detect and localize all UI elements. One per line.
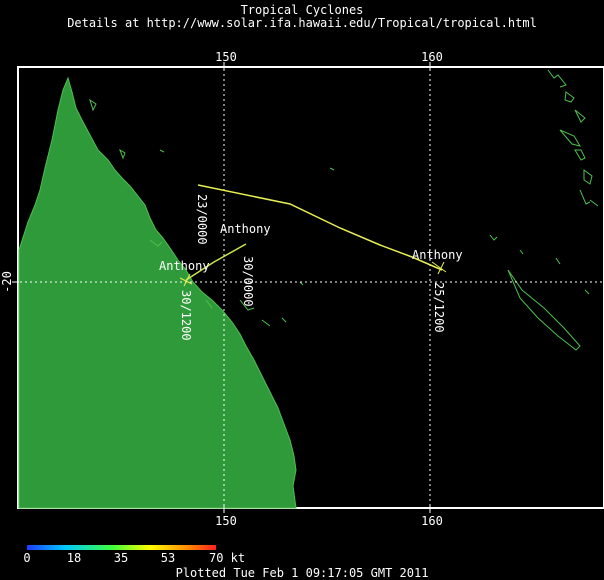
lon-label-bottom-160: 160	[421, 514, 443, 528]
map-subtitle: Details at http://www.solar.ifa.hawaii.e…	[67, 16, 537, 30]
storm-label-anthony-a: Anthony	[220, 222, 271, 236]
track-date-25-1200: 25/1200	[432, 282, 446, 333]
coastal-reefs	[89, 98, 335, 327]
colorbar-tick-53: 53	[161, 551, 175, 565]
cyclone-track-anthony-2	[185, 243, 247, 281]
lon-label-bottom-150: 150	[215, 514, 237, 528]
map-title: Tropical Cyclones	[240, 3, 364, 17]
colorbar-tick-70kt: 70 kt	[209, 551, 245, 565]
colorbar-tick-18: 18	[67, 551, 81, 565]
storm-label-anthony-b: Anthony	[159, 259, 210, 273]
lat-label-minus-20: -20	[0, 271, 14, 293]
pacific-islands	[489, 69, 599, 351]
australia-landmass	[18, 76, 297, 509]
colorbar-tick-0: 0	[23, 551, 30, 565]
grid-lines	[20, 69, 602, 506]
track-1-end-marker	[431, 261, 447, 275]
track-date-30-1200: 30/1200	[179, 290, 193, 341]
wind-speed-colorbar	[27, 545, 216, 550]
lon-label-top-160: 160	[421, 50, 443, 64]
track-date-23-0000: 23/0000	[195, 194, 209, 245]
track-date-30-0000: 30/0000	[241, 256, 255, 307]
colorbar-tick-35: 35	[114, 551, 128, 565]
tick-marks	[12, 62, 431, 513]
lon-label-top-150: 150	[215, 50, 237, 64]
cyclone-track-anthony-1	[197, 184, 443, 271]
plotted-timestamp: Plotted Tue Feb 1 09:17:05 GMT 2011	[175, 566, 429, 580]
storm-label-anthony-c: Anthony	[412, 248, 463, 262]
track-2-end-marker	[179, 273, 193, 287]
